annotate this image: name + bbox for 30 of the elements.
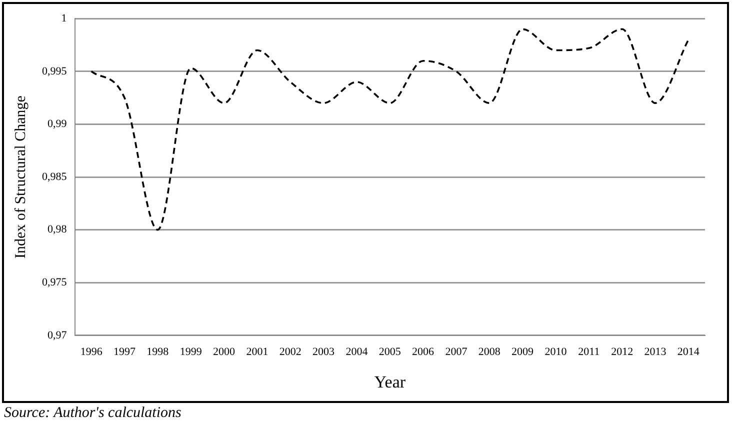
y-tick-label: 0,975: [42, 276, 68, 288]
line-series: [90, 28, 690, 231]
x-tick-label: 1996: [80, 346, 103, 358]
x-tick-label: 2000: [213, 346, 236, 358]
x-tick-label: 2012: [611, 346, 634, 358]
x-tick-label: 1997: [114, 346, 136, 358]
x-tick-label: 2013: [644, 346, 667, 358]
source-note: Source: Author's calculations: [4, 405, 182, 422]
y-tick-label: 1: [61, 12, 67, 24]
x-tick-label: 2007: [445, 346, 468, 358]
x-tick-label: 2001: [246, 346, 268, 358]
x-tick-label: 2003: [312, 346, 336, 358]
y-tick-label: 0,98: [48, 224, 68, 236]
y-tick-label: 0,995: [42, 65, 68, 78]
x-tick-label: 2010: [544, 346, 568, 358]
y-tick-label: 0,97: [48, 329, 68, 342]
x-axis-title: Year: [374, 372, 406, 392]
y-tick-label: 0,99: [48, 118, 68, 130]
x-tick-label: 2006: [412, 346, 435, 358]
y-axis-title: Index of Structural Change: [12, 95, 29, 258]
x-tick-label: 2009: [512, 346, 534, 358]
x-tick-label: 2008: [478, 346, 501, 358]
x-tick-label: 2014: [677, 346, 700, 358]
x-tick-label: 2004: [346, 346, 368, 358]
x-tick-label: 2002: [279, 346, 302, 358]
x-tick-label: 2011: [578, 346, 600, 358]
y-tick-label: 0,985: [42, 170, 68, 183]
x-tick-label: 1998: [146, 346, 170, 358]
x-tick-label: 1999: [180, 346, 202, 358]
x-tick-label: 2005: [378, 346, 402, 358]
